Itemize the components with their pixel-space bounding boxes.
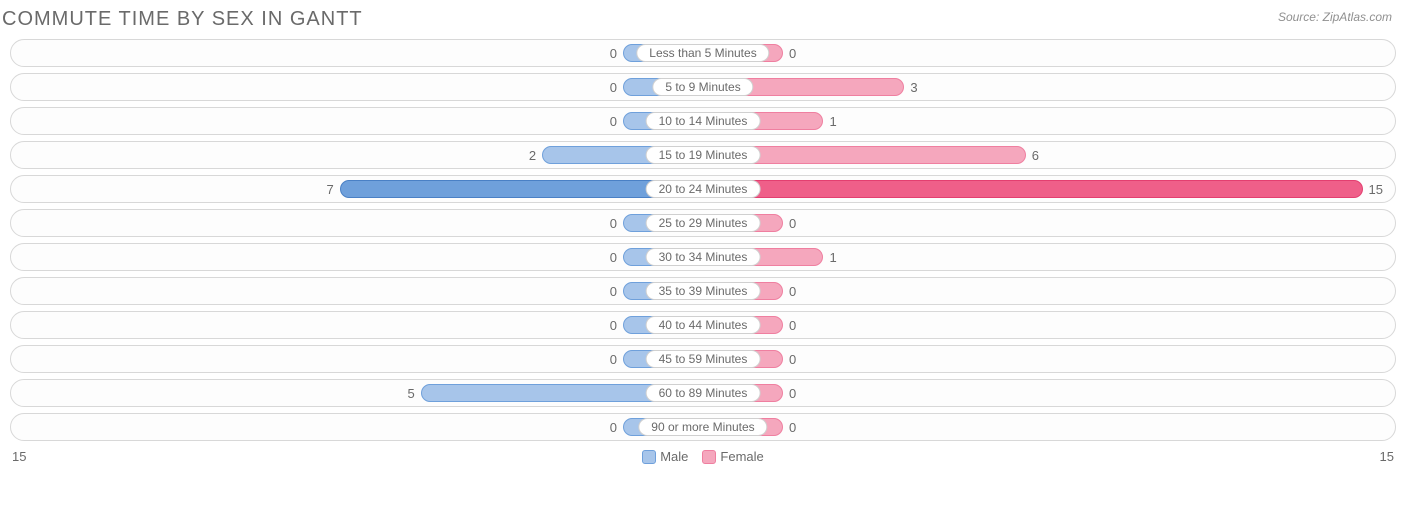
female-value-label: 0 <box>783 284 802 299</box>
chart-title: COMMUTE TIME BY SEX IN GANTT <box>0 0 1406 35</box>
source-name: ZipAtlas.com <box>1323 10 1392 24</box>
male-swatch-icon <box>642 450 656 464</box>
diverging-bar-chart: 0 0 Less than 5 Minutes 0 3 5 to 9 Minutes 0 1 1… <box>0 35 1406 441</box>
legend-label-female: Female <box>720 449 763 464</box>
male-value-label: 5 <box>401 386 420 401</box>
axis-max-left: 15 <box>12 449 26 464</box>
male-value-label: 2 <box>523 148 542 163</box>
male-value-label: 0 <box>604 420 623 435</box>
chart-row: 0 3 5 to 9 Minutes <box>10 73 1396 101</box>
legend-item-male: Male <box>642 449 688 464</box>
row-category-label: 90 or more Minutes <box>638 418 767 436</box>
row-category-label: 15 to 19 Minutes <box>646 146 761 164</box>
male-value-label: 0 <box>604 114 623 129</box>
row-category-label: 25 to 29 Minutes <box>646 214 761 232</box>
chart-row: 0 1 10 to 14 Minutes <box>10 107 1396 135</box>
row-category-label: 60 to 89 Minutes <box>646 384 761 402</box>
male-value-label: 0 <box>604 284 623 299</box>
source-attribution: Source: ZipAtlas.com <box>1278 10 1392 24</box>
chart-row: 0 1 30 to 34 Minutes <box>10 243 1396 271</box>
female-value-label: 0 <box>783 352 802 367</box>
male-value-label: 0 <box>604 318 623 333</box>
male-value-label: 0 <box>604 216 623 231</box>
female-value-label: 6 <box>1026 148 1045 163</box>
row-category-label: 30 to 34 Minutes <box>646 248 761 266</box>
row-category-label: 45 to 59 Minutes <box>646 350 761 368</box>
female-value-label: 0 <box>783 216 802 231</box>
female-swatch-icon <box>702 450 716 464</box>
chart-row: 7 15 20 to 24 Minutes <box>10 175 1396 203</box>
male-value-label: 7 <box>321 182 340 197</box>
chart-row: 0 0 35 to 39 Minutes <box>10 277 1396 305</box>
female-value-label: 3 <box>904 80 923 95</box>
source-label: Source: <box>1278 10 1319 24</box>
chart-row: 0 0 45 to 59 Minutes <box>10 345 1396 373</box>
row-category-label: 10 to 14 Minutes <box>646 112 761 130</box>
female-value-label: 0 <box>783 46 802 61</box>
row-category-label: 5 to 9 Minutes <box>652 78 753 96</box>
legend: Male Female <box>642 449 764 464</box>
female-value-label: 0 <box>783 318 802 333</box>
female-value-label: 1 <box>823 250 842 265</box>
legend-item-female: Female <box>702 449 763 464</box>
male-value-label: 0 <box>604 250 623 265</box>
male-value-label: 0 <box>604 352 623 367</box>
chart-footer: 15 Male Female 15 <box>0 447 1406 466</box>
chart-row: 0 0 25 to 29 Minutes <box>10 209 1396 237</box>
male-value-label: 0 <box>604 80 623 95</box>
chart-row: 0 0 40 to 44 Minutes <box>10 311 1396 339</box>
legend-label-male: Male <box>660 449 688 464</box>
male-value-label: 0 <box>604 46 623 61</box>
female-bar <box>703 180 1363 198</box>
chart-row: 0 0 Less than 5 Minutes <box>10 39 1396 67</box>
female-value-label: 0 <box>783 420 802 435</box>
row-category-label: 40 to 44 Minutes <box>646 316 761 334</box>
female-value-label: 0 <box>783 386 802 401</box>
female-value-label: 1 <box>823 114 842 129</box>
chart-row: 2 6 15 to 19 Minutes <box>10 141 1396 169</box>
chart-row: 0 0 90 or more Minutes <box>10 413 1396 441</box>
female-value-label: 15 <box>1363 182 1389 197</box>
row-category-label: Less than 5 Minutes <box>636 44 769 62</box>
axis-max-right: 15 <box>1380 449 1394 464</box>
chart-row: 5 0 60 to 89 Minutes <box>10 379 1396 407</box>
row-category-label: 35 to 39 Minutes <box>646 282 761 300</box>
row-category-label: 20 to 24 Minutes <box>646 180 761 198</box>
